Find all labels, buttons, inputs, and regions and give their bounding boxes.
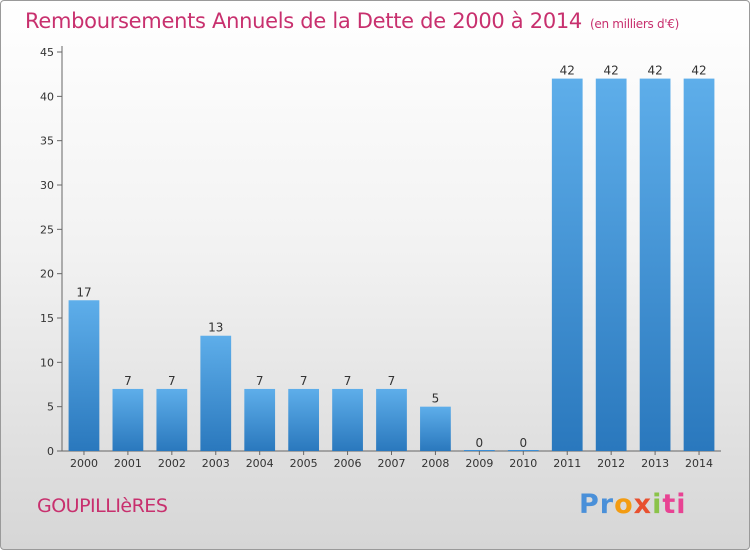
bar-2014 <box>683 78 715 451</box>
bar-2008 <box>420 406 451 451</box>
x-tick-label-2008: 2008 <box>421 457 449 470</box>
value-label-2009: 0 <box>476 436 484 450</box>
y-tick-label: 25 <box>40 223 54 236</box>
value-label-2002: 7 <box>168 374 176 388</box>
y-tick-label: 20 <box>40 268 54 281</box>
y-tick-label: 30 <box>40 179 54 192</box>
chart-title: Remboursements Annuels de la Dette de 20… <box>25 9 679 33</box>
y-tick-label: 10 <box>40 356 54 369</box>
value-label-2008: 5 <box>432 392 440 406</box>
x-tick-label-2002: 2002 <box>158 457 186 470</box>
bar-2003 <box>200 335 232 451</box>
logo-part-2: o <box>614 489 634 520</box>
value-label-2001: 7 <box>124 374 132 388</box>
value-label-2000: 17 <box>76 285 91 299</box>
y-tick-label: 45 <box>40 46 54 59</box>
value-label-2012: 42 <box>604 64 619 78</box>
place-name: GOUPILLIèRES <box>37 495 168 517</box>
logo-part-5: ti <box>662 489 687 520</box>
chart-title-text: Remboursements Annuels de la Dette de 20… <box>25 9 582 33</box>
value-label-2003: 13 <box>208 321 223 335</box>
bar-2013 <box>639 78 671 451</box>
bars <box>68 78 715 451</box>
value-label-2013: 42 <box>647 64 662 78</box>
x-tick-label-2012: 2012 <box>597 457 625 470</box>
bar-2005 <box>288 388 320 451</box>
x-tick-label-2005: 2005 <box>290 457 318 470</box>
x-tick-label-2009: 2009 <box>465 457 493 470</box>
x-tick-label-2000: 2000 <box>70 457 98 470</box>
x-tick-label-2014: 2014 <box>685 457 713 470</box>
value-label-2005: 7 <box>300 374 308 388</box>
x-tick-label-2013: 2013 <box>641 457 669 470</box>
bar-2000 <box>68 300 100 451</box>
logo-part-3: x <box>633 489 653 520</box>
bar-2002 <box>156 388 188 451</box>
value-label-2006: 7 <box>344 374 352 388</box>
y-tick-label: 40 <box>40 90 54 103</box>
bar-2006 <box>332 388 363 451</box>
labels: 17 2000 7 2001 7 2002 13 2003 7 2004 7 2005 7 2006 7 20… <box>70 64 713 470</box>
x-tick-label-2011: 2011 <box>553 457 581 470</box>
x-tick-label-2006: 2006 <box>334 457 362 470</box>
y-tick-label: 0 <box>47 445 54 458</box>
y-tick-label: 35 <box>40 135 54 148</box>
x-tick-label-2004: 2004 <box>246 457 274 470</box>
bar-2007 <box>376 388 407 451</box>
value-label-2007: 7 <box>388 374 396 388</box>
y-tick-label: 5 <box>47 401 54 414</box>
x-tick-label-2007: 2007 <box>378 457 406 470</box>
x-tick-label-2010: 2010 <box>509 457 537 470</box>
value-label-2011: 42 <box>560 64 575 78</box>
bar-2012 <box>595 78 627 451</box>
value-label-2010: 0 <box>519 436 527 450</box>
proxiti-logo[interactable]: Proxiti <box>579 489 687 520</box>
logo-part-1: Pr <box>579 489 615 520</box>
y-tick-label: 15 <box>40 312 54 325</box>
x-tick-label-2001: 2001 <box>114 457 142 470</box>
bar-2001 <box>112 388 144 451</box>
x-tick-label-2003: 2003 <box>202 457 230 470</box>
logo-part-4: i <box>652 489 663 520</box>
bar-2011 <box>551 78 583 451</box>
value-label-2014: 42 <box>691 64 706 78</box>
value-label-2004: 7 <box>256 374 264 388</box>
bar-2004 <box>244 388 276 451</box>
chart-subtitle: (en milliers d'€) <box>590 17 680 31</box>
